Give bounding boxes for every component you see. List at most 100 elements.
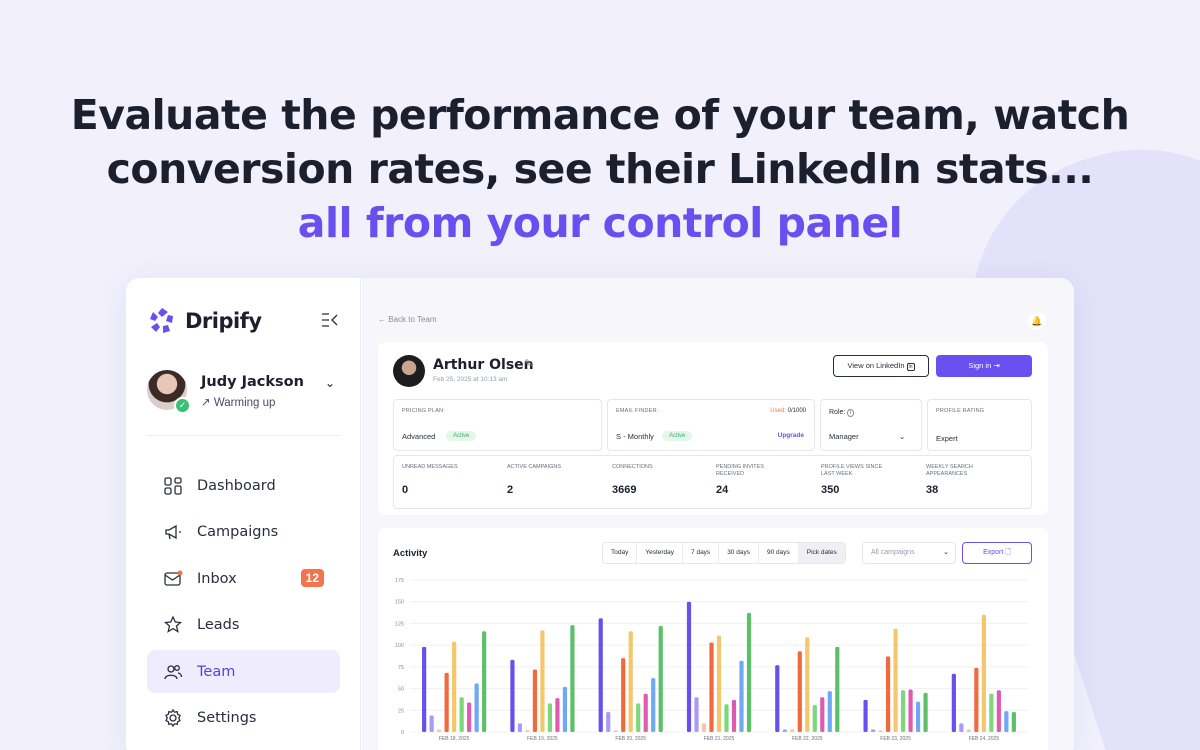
chart-bar[interactable] [908,689,913,732]
view-on-linkedin-button[interactable]: View on LinkedIn in [833,355,929,377]
upgrade-link[interactable]: Upgrade [777,432,804,439]
chart-bar[interactable] [474,683,479,732]
sidebar-item-leads[interactable]: Leads [147,604,340,647]
chart-bar[interactable] [900,690,906,732]
status-badge: Active [446,431,477,441]
chart-bar[interactable] [621,658,626,732]
chart-bar[interactable] [658,626,663,732]
chart-bar[interactable] [422,646,427,732]
chart-bar[interactable] [532,669,538,732]
chart-bar[interactable] [863,699,868,732]
chart-bar[interactable] [482,631,487,732]
chart-bar[interactable] [724,704,729,732]
x-tick-label: FEB 20, 2025 [615,736,646,742]
chart-bar[interactable] [525,730,530,732]
chart-bar[interactable] [444,672,449,732]
y-tick-label: 0 [401,730,404,736]
chart-bar[interactable] [694,697,699,732]
back-to-team-link[interactable]: ← Back to Team [378,315,437,324]
role-select[interactable]: Manager ⌄ [829,432,906,441]
chart-bar[interactable] [775,665,780,732]
sidebar-item-campaigns[interactable]: Campaigns [147,511,340,554]
chart-bar[interactable] [959,723,964,732]
date-range-selector: Today Yesterday 7 days 30 days 90 days P… [602,542,846,564]
export-button[interactable]: Export 🗋 [962,542,1032,564]
chart-bar[interactable] [797,651,802,732]
chart-bar[interactable] [643,693,648,732]
chart-bar[interactable] [974,667,979,732]
inbox-count-badge: 12 [300,569,324,587]
chart-bar[interactable] [606,712,611,732]
sidebar-item-inbox[interactable]: Inbox 12 [147,557,340,600]
chart-bar[interactable] [731,699,737,732]
range-7-days[interactable]: 7 days [683,543,720,563]
stat-label: CONNECTIONS [612,464,653,470]
chevron-down-icon[interactable]: ⌄ [325,376,336,390]
chart-bar[interactable] [820,697,825,732]
chart-bar[interactable] [996,690,1001,732]
chart-bar[interactable] [782,729,787,732]
chart-bar[interactable] [709,642,714,732]
sidebar: Dripify ✓ Judy Jackson ↗ Warming up ⌄ Da… [126,278,361,750]
edit-icon[interactable]: ✎ [524,358,534,370]
chart-bar[interactable] [429,715,434,732]
chart-bar[interactable] [746,613,752,732]
range-30-days[interactable]: 30 days [719,543,759,563]
sidebar-item-settings[interactable]: Settings [147,697,340,740]
chart-bar[interactable] [870,729,876,732]
stat-value: 0 [402,484,409,496]
chart-bar[interactable] [893,628,898,732]
chart-bar[interactable] [923,692,928,732]
chart-bar[interactable] [452,641,457,732]
range-90-days[interactable]: 90 days [759,543,799,563]
chart-bar[interactable] [467,702,472,732]
chart-bar[interactable] [562,686,568,732]
user-profile[interactable]: ✓ Judy Jackson ↗ Warming up ⌄ [147,370,343,414]
chart-bar[interactable] [510,659,515,732]
chart-bar[interactable] [651,678,656,732]
chart-bar[interactable] [989,693,994,732]
x-tick-label: FEB 19, 2025 [527,736,558,742]
chart-bar[interactable] [540,630,545,732]
range-today[interactable]: Today [603,543,638,563]
chart-bar[interactable] [739,660,744,732]
chart-bar[interactable] [790,729,795,732]
campaign-select[interactable]: All campaigns ⌄ [862,542,956,564]
chart-bar[interactable] [636,703,641,732]
stat-value: 350 [821,484,840,496]
sign-in-button[interactable]: Sign in ⇥ [936,355,1032,377]
range-pick-dates[interactable]: Pick dates [798,543,845,563]
bell-icon[interactable]: 🔔 [1028,312,1046,330]
chart-bar[interactable] [628,631,633,732]
chart-bar[interactable] [716,635,722,732]
chart-bar[interactable] [827,691,832,732]
chart-bar[interactable] [547,703,553,732]
chart-bar[interactable] [805,637,810,732]
range-yesterday[interactable]: Yesterday [637,543,684,563]
chart-bar[interactable] [1004,711,1009,732]
chart-bar[interactable] [686,601,692,732]
chart-bar[interactable] [951,673,956,732]
sidebar-item-label: Inbox [197,570,237,587]
chart-bar[interactable] [555,698,560,732]
chart-bar[interactable] [885,656,891,732]
brand-logo[interactable]: Dripify [147,306,262,336]
chart-bar[interactable] [570,625,575,732]
chart-bar[interactable] [812,705,817,732]
collapse-sidebar-icon[interactable] [321,312,339,328]
chart-bar[interactable] [835,646,840,732]
dashboard-icon [164,476,182,495]
chart-bar[interactable] [459,697,464,732]
sidebar-item-dashboard[interactable]: Dashboard [147,464,340,507]
chart-bar[interactable] [915,701,921,732]
chart-bar[interactable] [701,723,707,732]
chart-bar[interactable] [1011,712,1016,732]
chart-bar[interactable] [437,729,442,732]
chart-bar[interactable] [598,618,603,732]
chart-bar[interactable] [517,723,523,732]
sidebar-item-team[interactable]: Team [147,650,340,693]
chart-bar[interactable] [966,729,971,732]
chart-bar[interactable] [878,730,883,732]
chart-bar[interactable] [613,730,618,732]
chart-bar[interactable] [981,614,986,732]
